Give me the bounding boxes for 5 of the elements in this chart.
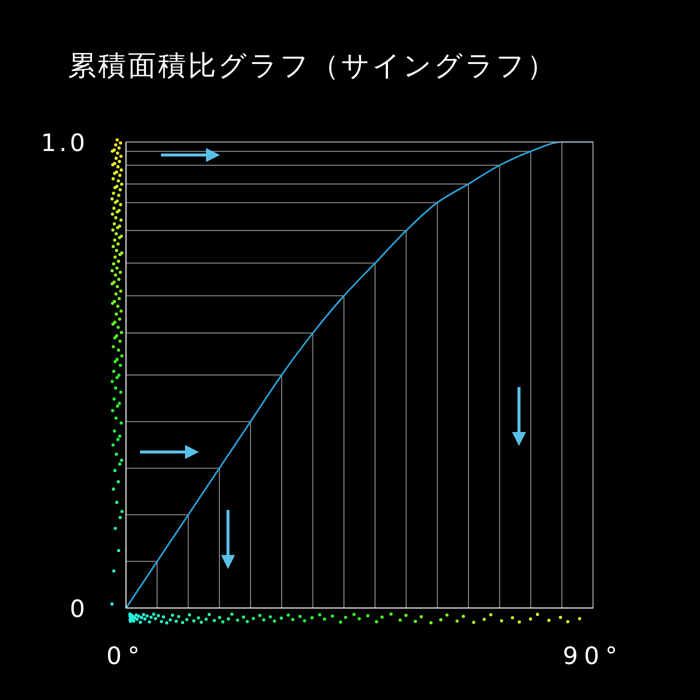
- y-tick-label: 0: [70, 595, 88, 623]
- x-tick-label: 0°: [106, 642, 146, 670]
- x-tick-label: 90°: [562, 642, 624, 670]
- chart-title: 累積面積比グラフ（サイングラフ）: [68, 49, 557, 82]
- y-tick-label: 1.0: [40, 129, 88, 157]
